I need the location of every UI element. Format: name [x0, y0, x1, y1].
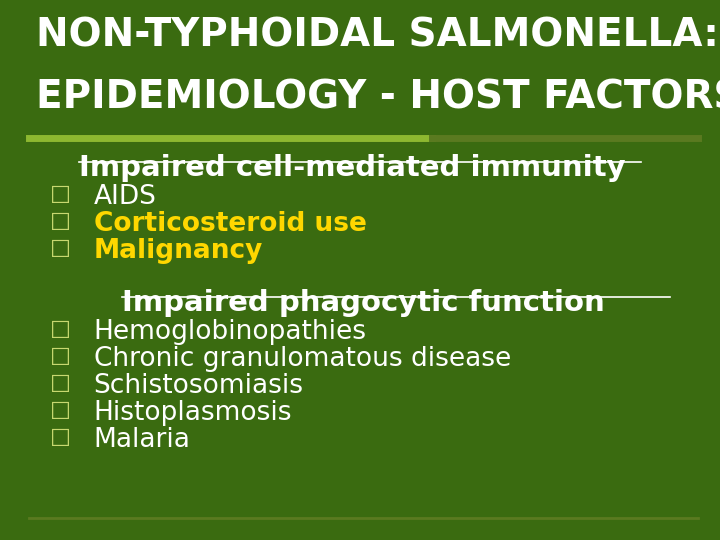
Text: Impaired phagocytic function: Impaired phagocytic function: [122, 289, 605, 317]
Text: AIDS: AIDS: [94, 184, 156, 210]
Text: □: □: [50, 211, 71, 231]
Text: □: □: [50, 400, 71, 420]
Text: EPIDEMIOLOGY - HOST FACTORS: EPIDEMIOLOGY - HOST FACTORS: [36, 78, 720, 116]
Text: Corticosteroid use: Corticosteroid use: [94, 211, 366, 237]
Text: Hemoglobinopathies: Hemoglobinopathies: [94, 319, 366, 345]
Text: □: □: [50, 427, 71, 447]
Text: Malignancy: Malignancy: [94, 238, 263, 264]
Text: Malaria: Malaria: [94, 427, 191, 453]
Text: Impaired cell-mediated immunity: Impaired cell-mediated immunity: [79, 154, 626, 182]
Text: □: □: [50, 373, 71, 393]
Text: NON-TYPHOIDAL SALMONELLA:: NON-TYPHOIDAL SALMONELLA:: [36, 16, 719, 54]
Text: □: □: [50, 184, 71, 204]
Text: Schistosomiasis: Schistosomiasis: [94, 373, 304, 399]
Text: □: □: [50, 319, 71, 339]
Text: □: □: [50, 346, 71, 366]
Text: □: □: [50, 238, 71, 258]
Text: Chronic granulomatous disease: Chronic granulomatous disease: [94, 346, 511, 372]
Text: Histoplasmosis: Histoplasmosis: [94, 400, 292, 426]
